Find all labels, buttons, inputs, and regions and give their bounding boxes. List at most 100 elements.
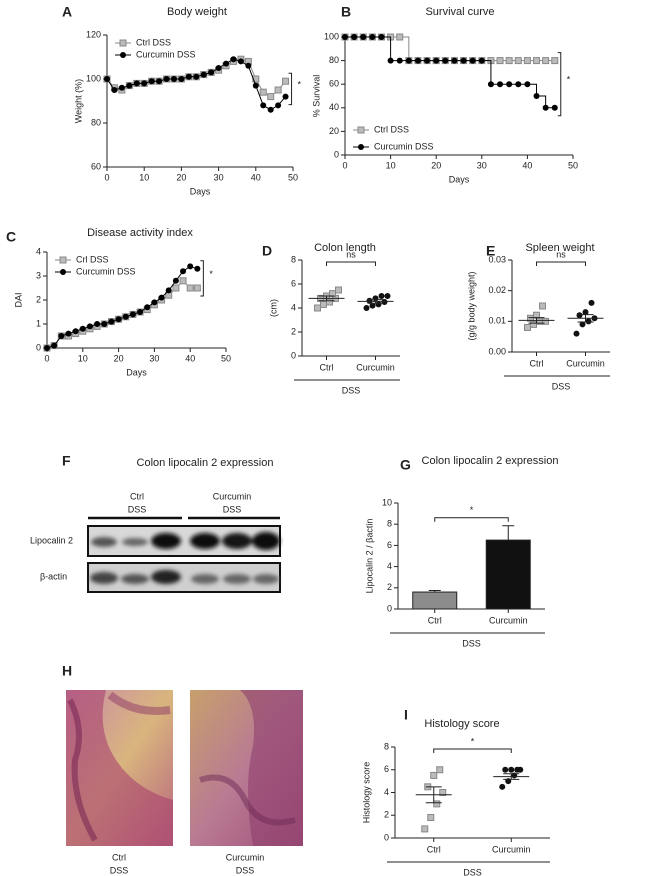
significance-label: * [298,79,302,89]
marker [582,309,589,316]
y-tick-label: 2 [384,810,389,820]
marker [158,294,165,301]
marker [551,57,559,65]
legend-label: Ctrl DSS [136,37,171,47]
y-tick-label: 0.03 [488,254,506,264]
legend-label: Curcumin DSS [76,266,136,276]
marker [245,62,252,69]
marker [163,76,170,82]
marker [314,304,321,312]
chart-title: Colon length [314,242,376,254]
x-tick-label: 50 [568,160,578,170]
blot-title: Colon lipocalin 2 expression [137,457,274,469]
y-tick-label: 0.01 [488,316,506,326]
marker [363,305,370,311]
marker [499,783,506,790]
marker [396,57,403,64]
significance-bracket [536,261,586,266]
x-tick-label: 20 [114,353,124,363]
marker [469,57,476,64]
image-condition: DSS [110,865,129,875]
x-tick-label: Curcumin [356,362,395,372]
y-tick-label: 6 [384,764,389,774]
marker [230,56,237,63]
marker [384,293,391,299]
panel-letter: I [404,707,408,723]
marker [79,325,86,332]
y-axis-label: (g/g body weight) [466,271,476,340]
marker [141,80,148,87]
marker [585,318,592,325]
marker [215,65,222,71]
marker [421,825,429,833]
y-tick-label: 20 [329,126,339,136]
marker [342,34,348,40]
chart-title: Colon lipocalin 2 expression [422,455,559,467]
marker [433,57,440,64]
blot-strip [87,562,281,593]
marker [539,302,546,310]
marker [433,800,441,808]
significance-label: * [471,736,475,746]
x-tick-label: 50 [288,172,298,182]
panel-letter: C [6,229,16,245]
marker [515,81,522,88]
significance-bracket [557,52,562,117]
x-tick-label: 30 [149,353,159,363]
significance-label: * [567,75,571,85]
marker [524,323,531,331]
significance-bracket [326,261,376,266]
bar [412,591,458,610]
y-tick-label: 60 [91,161,101,171]
group-label: DSS [552,381,571,391]
marker [151,299,158,306]
marker [487,81,494,88]
marker [148,78,155,85]
marker [267,93,275,101]
marker [576,312,583,319]
y-tick-label: 4 [291,302,296,312]
marker [514,57,522,65]
lane-group-label: Ctrl [130,491,144,501]
x-tick-label: Curcumin [566,358,605,368]
y-tick-label: 0 [384,832,389,842]
marker [111,87,118,93]
y-tick-label: 100 [324,31,339,41]
y-tick-label: 0.02 [488,285,506,295]
marker [72,328,79,335]
marker [165,287,172,294]
y-tick-label: 4 [36,246,41,256]
y-axis-label: Lipocalin 2 / βactin [364,519,374,594]
y-tick-label: 40 [329,102,339,112]
marker [65,330,72,337]
marker [360,34,367,40]
x-tick-label: Curcumin [489,615,528,625]
y-tick-label: 2 [387,582,392,592]
marker [460,57,467,64]
marker [58,333,65,339]
x-tick-label: 0 [44,353,49,363]
y-tick-label: 2 [36,294,41,304]
significance-label: ns [346,249,356,259]
marker [115,316,122,323]
panel-letter: E [486,243,495,259]
group-label: DSS [342,385,361,395]
marker [193,73,200,80]
series-line [46,265,198,349]
marker [282,93,289,100]
group-label: DSS [463,867,482,876]
marker [387,57,394,64]
error-bar [425,786,442,804]
marker [259,88,267,96]
histology-image [66,690,173,846]
marker [451,57,458,64]
blot-row-label: β-actin [40,571,67,581]
y-tick-label: 8 [384,741,389,751]
marker [505,57,513,65]
marker [208,69,215,76]
chart-title: Body weight [167,6,227,18]
marker [133,80,140,87]
x-tick-label: Ctrl [427,844,441,854]
marker [108,318,115,325]
significance-label: ns [556,249,566,259]
